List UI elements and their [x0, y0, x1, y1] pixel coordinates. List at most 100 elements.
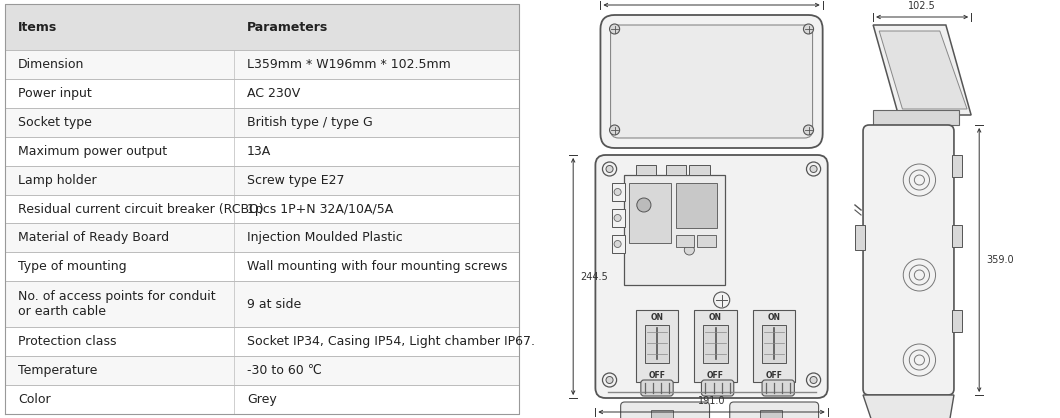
- Circle shape: [713, 292, 729, 308]
- Circle shape: [606, 166, 613, 173]
- Text: OFF: OFF: [765, 370, 782, 380]
- Text: ON: ON: [709, 313, 722, 321]
- Bar: [5, 108, 519, 137]
- Circle shape: [810, 377, 817, 383]
- Bar: [612, 235, 624, 253]
- FancyBboxPatch shape: [863, 125, 954, 395]
- Text: No. of access points for conduit
or earth cable: No. of access points for conduit or eart…: [18, 290, 216, 318]
- Text: Lamp holder: Lamp holder: [18, 173, 96, 187]
- Text: Injection Moulded Plastic: Injection Moulded Plastic: [247, 231, 403, 245]
- Bar: [651, 410, 673, 418]
- Bar: [5, 385, 519, 414]
- Text: 191.0: 191.0: [697, 396, 725, 406]
- Circle shape: [803, 125, 814, 135]
- Bar: [5, 252, 519, 281]
- Bar: [5, 79, 519, 108]
- Bar: [704, 325, 728, 363]
- Circle shape: [614, 240, 621, 247]
- Text: Screw type E27: Screw type E27: [247, 173, 344, 187]
- Circle shape: [637, 198, 651, 212]
- Text: 1pcs 1P+N 32A/10A/5A: 1pcs 1P+N 32A/10A/5A: [247, 202, 393, 216]
- Bar: [760, 410, 782, 418]
- Text: 359.0: 359.0: [986, 255, 1014, 265]
- Text: -30 to 60 ℃: -30 to 60 ℃: [247, 364, 321, 377]
- Text: OFF: OFF: [649, 370, 666, 380]
- Bar: [5, 4, 519, 50]
- Bar: [676, 183, 717, 228]
- Bar: [5, 194, 519, 224]
- FancyBboxPatch shape: [762, 380, 794, 396]
- Bar: [5, 50, 519, 79]
- Text: Temperature: Temperature: [18, 364, 98, 377]
- Bar: [612, 183, 624, 201]
- Text: OFF: OFF: [707, 370, 724, 380]
- Bar: [666, 165, 686, 175]
- Circle shape: [610, 125, 620, 135]
- Text: Socket type: Socket type: [18, 116, 92, 129]
- Bar: [612, 209, 624, 227]
- Text: 244.5: 244.5: [580, 272, 608, 281]
- Bar: [689, 165, 709, 175]
- FancyBboxPatch shape: [641, 380, 673, 396]
- FancyBboxPatch shape: [611, 25, 813, 138]
- Text: Grey: Grey: [247, 393, 277, 406]
- Bar: [694, 310, 737, 382]
- Bar: [5, 137, 519, 166]
- Bar: [5, 327, 519, 356]
- Text: Material of Ready Board: Material of Ready Board: [18, 231, 170, 245]
- Bar: [952, 155, 962, 177]
- Circle shape: [614, 189, 621, 196]
- Circle shape: [807, 373, 820, 387]
- Text: 9 at side: 9 at side: [247, 298, 301, 311]
- Circle shape: [803, 24, 814, 34]
- Text: Dimension: Dimension: [18, 58, 85, 71]
- Text: Items: Items: [18, 21, 57, 34]
- Text: L359mm * W196mm * 102.5mm: L359mm * W196mm * 102.5mm: [247, 58, 450, 71]
- Text: Power input: Power input: [18, 87, 92, 100]
- Bar: [753, 310, 795, 382]
- Text: Protection class: Protection class: [18, 335, 117, 348]
- Circle shape: [614, 214, 621, 222]
- Text: British type / type G: British type / type G: [247, 116, 373, 129]
- Circle shape: [606, 377, 613, 383]
- FancyBboxPatch shape: [702, 380, 734, 396]
- Bar: [629, 183, 671, 243]
- Bar: [5, 224, 519, 252]
- Polygon shape: [873, 25, 971, 115]
- Bar: [623, 175, 725, 285]
- FancyBboxPatch shape: [621, 402, 709, 418]
- Text: ON: ON: [651, 313, 664, 321]
- Text: Type of mounting: Type of mounting: [18, 260, 127, 273]
- Bar: [952, 310, 962, 332]
- FancyBboxPatch shape: [596, 155, 828, 398]
- Text: 13A: 13A: [247, 145, 271, 158]
- Circle shape: [810, 166, 817, 173]
- FancyBboxPatch shape: [729, 402, 818, 418]
- Text: ON: ON: [767, 313, 780, 321]
- Bar: [952, 225, 962, 247]
- Bar: [636, 165, 656, 175]
- Text: Socket IP34, Casing IP54, Light chamber IP67.: Socket IP34, Casing IP54, Light chamber …: [247, 335, 535, 348]
- Text: Wall mounting with four mounting screws: Wall mounting with four mounting screws: [247, 260, 508, 273]
- Circle shape: [602, 373, 617, 387]
- Bar: [5, 281, 519, 327]
- Bar: [855, 225, 865, 250]
- Bar: [644, 325, 669, 363]
- Text: 102.5: 102.5: [908, 1, 936, 11]
- Text: Color: Color: [18, 393, 51, 406]
- Bar: [762, 325, 787, 363]
- Text: AC 230V: AC 230V: [247, 87, 300, 100]
- Text: Parameters: Parameters: [247, 21, 329, 34]
- Circle shape: [807, 162, 820, 176]
- Bar: [5, 166, 519, 194]
- Bar: [873, 110, 959, 125]
- Bar: [697, 235, 716, 247]
- Circle shape: [602, 162, 617, 176]
- Bar: [636, 310, 678, 382]
- Circle shape: [610, 24, 620, 34]
- Bar: [676, 235, 694, 247]
- Bar: [5, 356, 519, 385]
- Text: Maximum power output: Maximum power output: [18, 145, 167, 158]
- Text: Residual current circuit breaker (RCBO): Residual current circuit breaker (RCBO): [18, 202, 264, 216]
- FancyBboxPatch shape: [600, 15, 823, 148]
